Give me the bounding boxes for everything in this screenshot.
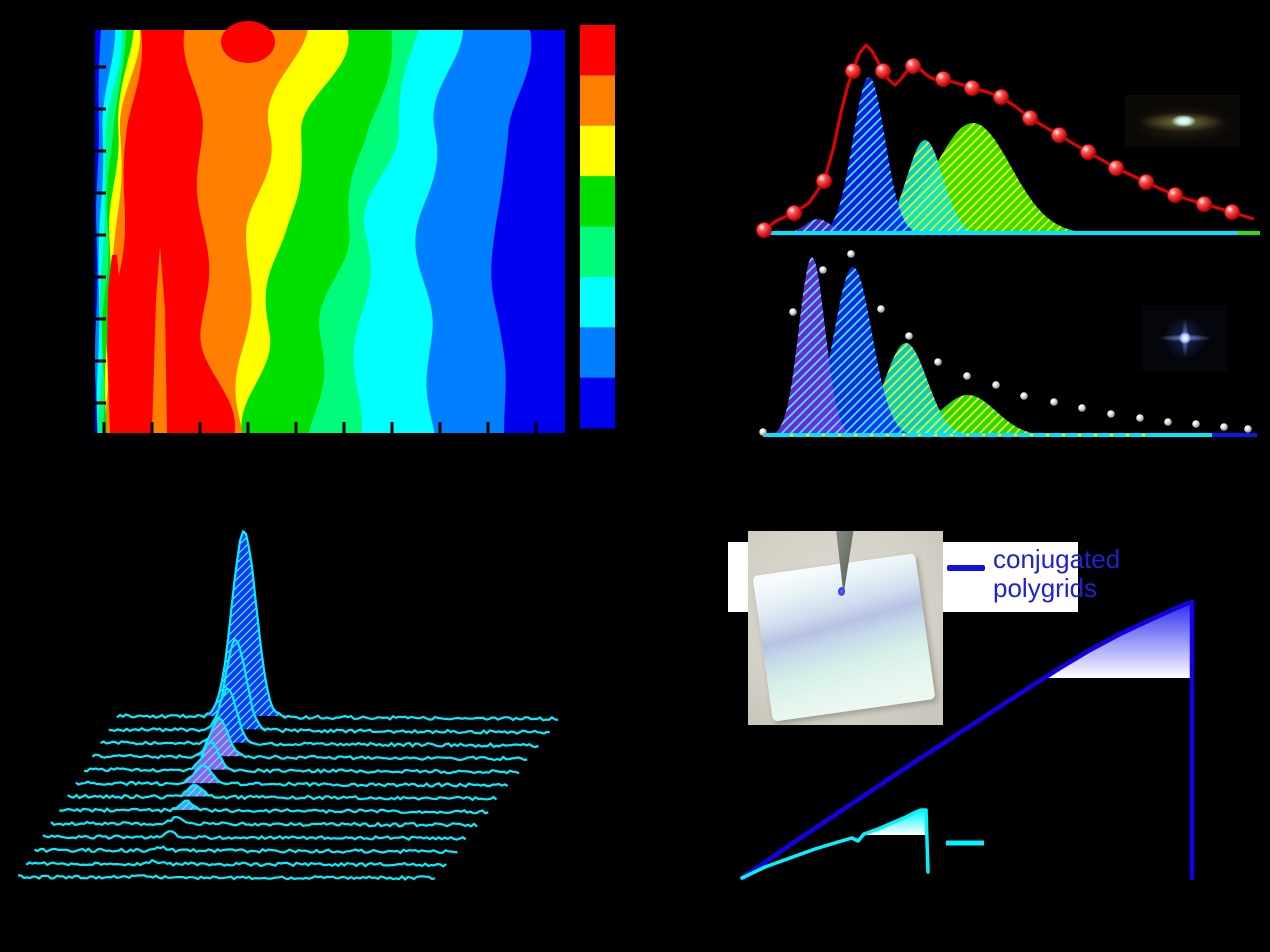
data-marker-white [759,428,767,436]
data-marker-red [1108,160,1124,176]
colorbar-block [580,377,615,429]
data-marker-red [1138,174,1154,190]
data-marker-white [877,305,885,313]
waterfall-peak-hatch [185,639,286,730]
inset-photo-emission-glow-star [1142,305,1228,371]
contour-band [95,30,236,433]
waterfall-trace [75,763,509,788]
waterfall-peak-hatch [171,742,251,770]
data-marker-red [1224,204,1240,220]
curve-area-fill [1046,602,1192,678]
waterfall-trace [66,784,498,802]
waterfall-trace [33,845,458,855]
waterfall-trace [25,858,447,868]
data-marker-white [1020,392,1028,400]
waterfall-trace [17,874,436,881]
contour-red-tongue [107,255,123,433]
contour-band [95,30,116,433]
waterfall-peak-hatch [162,764,243,784]
legend-key-line [947,565,985,571]
data-marker-white [847,250,855,258]
inset-photo-emission-glow-horizontal [1125,95,1240,147]
panel-spectrum-top [756,43,1260,238]
data-marker-red [875,63,891,79]
data-marker-red [993,89,1009,105]
colorbar-block [580,327,615,379]
data-marker-white [992,381,1000,389]
waterfall-peak-hatch [151,801,222,810]
contour-band [95,30,101,433]
waterfall-peak-hatch [174,718,265,757]
waterfall-trace [42,830,467,841]
colorbar-block [580,25,615,76]
legend-label-line1: conjugated [993,544,1121,574]
waterfall-trace [116,529,559,722]
colorbar-block [580,276,615,328]
waterfall-trace [59,799,489,815]
spectral-peak-hatch [822,343,990,436]
data-marker-red [756,222,772,238]
inset-photo-film-sample [748,531,943,725]
waterfall-peak-hatch [184,530,304,716]
waterfall-trace [83,740,520,775]
data-marker-red [786,205,802,221]
data-marker-white [934,358,942,366]
waterfall-peak-hatch [182,688,273,743]
spectral-peak-hatch [760,257,864,436]
waterfall-trace [100,686,539,749]
data-marker-white [1164,418,1172,426]
colorbar-block [580,125,615,177]
legend-background-sliver [728,542,748,612]
waterfall-trace [91,716,528,762]
data-marker-red [1196,196,1212,212]
contour-colorbar [580,25,615,429]
legend-background-box [940,542,1078,612]
data-marker-white [1107,410,1115,418]
panel-stress-strain [739,599,1195,881]
waterfall-trace [108,637,550,735]
data-marker-red [845,63,861,79]
contour-hot-spot [221,21,275,63]
data-marker-white [789,308,797,316]
data-marker-red [905,58,921,74]
stress-strain-curve-reference-film [740,808,930,880]
colorbar-block [580,176,615,227]
data-marker-red [1080,144,1096,160]
contour-orange-wedge [152,246,167,433]
colorbar-block [580,226,615,278]
tweezer-tip-glint [837,587,845,597]
spectral-peak-hatch [853,140,997,234]
stress-strain-curve-conjugated-polygrids [739,599,1195,881]
spectral-peak-hatch [821,123,1125,234]
waterfall-trace [50,815,478,828]
data-marker-white [1220,423,1228,431]
data-marker-white [963,372,971,380]
spectral-peak-hatch [856,395,1080,436]
data-marker-white [1244,425,1252,433]
waterfall-peak-hatch [159,783,230,797]
spectral-peak-hatch [766,219,870,234]
data-marker-white [1050,398,1058,406]
legend-label: conjugated polygrids [993,545,1163,603]
colorbar-block [580,75,615,127]
data-marker-white [1078,404,1086,412]
data-marker-white [905,332,913,340]
data-marker-white [819,266,827,274]
data-marker-white [1192,420,1200,428]
spectral-peak-hatch [805,77,933,234]
data-marker-white [1136,414,1144,422]
panel-waterfall-spectra [17,529,559,881]
data-marker-red [816,173,832,189]
data-marker-red [1167,187,1183,203]
data-marker-red [1022,110,1038,126]
panel-spectrum-bottom [759,250,1257,437]
legend-label-line2: polygrids [993,573,1098,603]
data-marker-red [1051,127,1067,143]
data-marker-red [964,80,980,96]
data-marker-red [935,71,951,87]
panel-contour-map [95,21,565,433]
spectral-peak-hatch [777,267,929,436]
